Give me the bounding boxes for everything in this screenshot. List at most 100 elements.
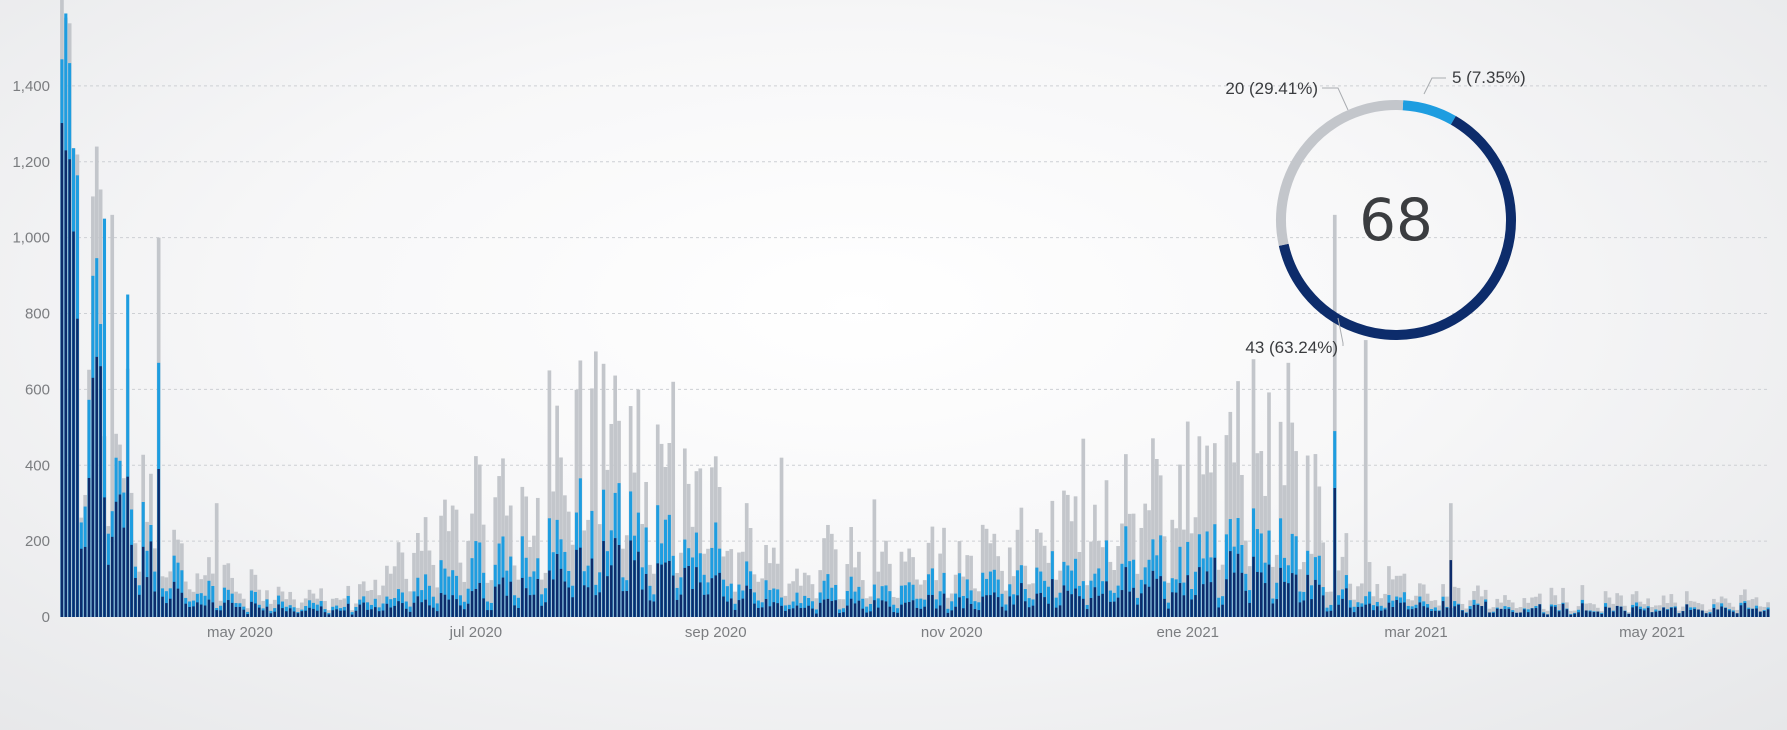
- bar-gray: [1162, 536, 1167, 617]
- bar-light-blue: [1074, 558, 1078, 617]
- bar-dark-blue: [1759, 611, 1762, 617]
- bar-dark-blue: [606, 576, 609, 617]
- bar-dark-blue: [1565, 609, 1569, 617]
- bar-gray: [729, 549, 734, 617]
- bar-dark-blue: [977, 610, 981, 617]
- bar-gray: [1684, 591, 1689, 617]
- bar-dark-blue: [408, 611, 412, 617]
- bar-dark-blue: [95, 356, 99, 617]
- bar-dark-blue: [846, 605, 849, 617]
- bar-dark-blue: [1441, 601, 1445, 617]
- bar-gray: [369, 590, 374, 617]
- bar-dark-blue: [1279, 567, 1282, 617]
- bar-gray: [450, 505, 455, 617]
- bar-light-blue: [691, 557, 695, 617]
- bar-light-blue: [849, 576, 853, 617]
- bar-light-blue: [1352, 606, 1356, 617]
- bar-dark-blue: [695, 567, 698, 617]
- bar-dark-blue: [575, 549, 578, 617]
- bar-dark-blue: [1739, 605, 1743, 617]
- bar-dark-blue: [1097, 595, 1101, 617]
- bar-dark-blue: [629, 540, 632, 617]
- bar-dark-blue: [389, 607, 393, 617]
- bar-light-blue: [768, 590, 772, 617]
- bar-dark-blue: [702, 594, 706, 617]
- bar-gray: [822, 538, 826, 617]
- bar-dark-blue: [807, 605, 810, 617]
- bar-dark-blue: [1422, 606, 1425, 617]
- bar-gray: [1139, 527, 1144, 617]
- bar-dark-blue: [1701, 610, 1704, 617]
- bar-light-blue: [547, 518, 551, 617]
- bar-light-blue: [868, 603, 873, 617]
- bar-dark-blue: [157, 469, 160, 617]
- bar-gray: [214, 503, 219, 617]
- bar-gray: [1549, 587, 1554, 617]
- bar-dark-blue: [1128, 591, 1131, 617]
- bar-dark-blue: [625, 590, 629, 617]
- bar-gray: [392, 566, 397, 617]
- bar-gray: [597, 524, 602, 617]
- bar-light-blue: [474, 541, 478, 617]
- bar-dark-blue: [1437, 611, 1441, 617]
- bar-gray: [1360, 583, 1364, 617]
- bar-gray: [1650, 606, 1654, 617]
- donut-slice: [1402, 100, 1456, 125]
- bar-dark-blue: [1731, 611, 1735, 617]
- bar-dark-blue: [1391, 607, 1395, 617]
- bar-dark-blue: [1194, 595, 1197, 617]
- bar-dark-blue: [1592, 612, 1596, 617]
- bar-gray: [1216, 569, 1221, 617]
- bar-light-blue: [934, 599, 938, 617]
- bar-light-blue: [447, 576, 451, 617]
- bar-dark-blue: [1143, 584, 1147, 617]
- bar-dark-blue: [1503, 609, 1507, 617]
- bar-gray: [555, 405, 559, 617]
- bar-light-blue: [803, 595, 807, 617]
- bar-gray: [771, 547, 776, 617]
- bar-light-blue: [888, 591, 892, 617]
- bar-light-blue: [408, 606, 412, 617]
- bar-dark-blue: [242, 609, 246, 617]
- bar-gray: [922, 580, 927, 617]
- bar-light-blue: [899, 585, 904, 617]
- bar-dark-blue: [1434, 610, 1437, 617]
- bar-gray: [1592, 604, 1596, 617]
- bar-dark-blue: [1584, 610, 1588, 617]
- bar-dark-blue: [1039, 592, 1042, 617]
- bar-gray: [1178, 464, 1182, 617]
- bar-light-blue: [822, 580, 826, 617]
- bar-dark-blue: [432, 607, 435, 617]
- bar-dark-blue: [215, 610, 218, 617]
- bar-dark-blue: [1062, 585, 1066, 617]
- bar-gray: [485, 582, 490, 617]
- bar-dark-blue: [1124, 567, 1128, 617]
- bar-dark-blue: [1468, 609, 1472, 617]
- bar-dark-blue: [1631, 607, 1634, 617]
- bar-gray: [1189, 533, 1194, 617]
- bar-light-blue: [764, 580, 768, 617]
- bar-dark-blue: [1507, 608, 1511, 617]
- bar-dark-blue: [849, 598, 853, 617]
- bar-gray: [1356, 586, 1360, 617]
- bar-gray: [1503, 595, 1507, 617]
- donut-center-value: 68: [1359, 186, 1433, 254]
- bar-light-blue: [1054, 597, 1058, 617]
- bar-dark-blue: [876, 607, 880, 617]
- bar-dark-blue: [1174, 592, 1178, 617]
- bar-light-blue: [903, 585, 907, 617]
- bar-dark-blue: [1190, 599, 1193, 617]
- bar-gray: [741, 551, 745, 617]
- bar-dark-blue: [571, 597, 574, 617]
- bar-dark-blue: [1573, 613, 1576, 617]
- bar-dark-blue: [935, 608, 938, 617]
- bar-gray: [841, 599, 846, 617]
- bar-dark-blue: [1302, 600, 1306, 617]
- bar-dark-blue: [1561, 603, 1565, 617]
- bar-dark-blue: [254, 603, 257, 617]
- bar-light-blue: [489, 602, 493, 617]
- bar-dark-blue: [1681, 611, 1685, 617]
- bar-dark-blue: [1205, 571, 1209, 617]
- bar-dark-blue: [772, 602, 776, 617]
- bar-dark-blue: [180, 592, 184, 617]
